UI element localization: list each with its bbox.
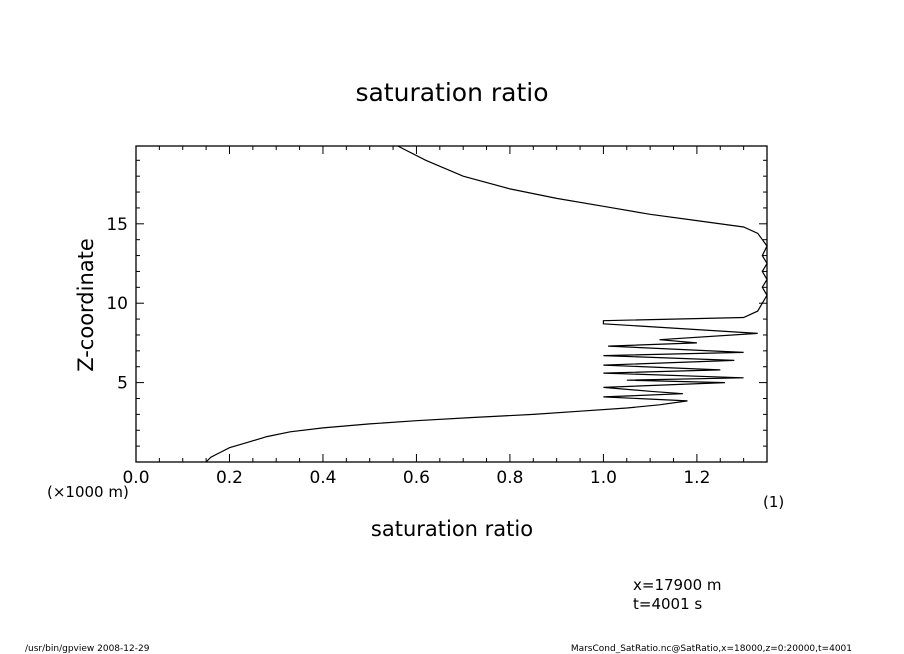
y-tick-label: 15 <box>106 215 128 235</box>
x-tick-label: 1.2 <box>683 468 710 488</box>
y-tick-label: 10 <box>106 294 128 314</box>
axis-tick-labels: 0.0 0.2 0.4 0.6 0.8 1.0 1.2 5 10 15 <box>106 215 710 488</box>
x-tick-label: 0.4 <box>309 468 336 488</box>
x-tick-label: 0.2 <box>216 468 243 488</box>
x-tick-label: 0.6 <box>403 468 430 488</box>
y-tick-label: 5 <box>117 374 128 394</box>
x-tick-label: 0.0 <box>122 468 149 488</box>
chart-title: saturation ratio <box>355 78 548 107</box>
program-label: /usr/bin/gpview 2008-12-29 <box>25 644 150 654</box>
axis-ticks <box>135 146 768 463</box>
coord-t-label: t=4001 s <box>633 595 702 613</box>
source-label: MarsCond_SatRatio.nc@SatRatio,x=18000,z=… <box>571 644 852 654</box>
x-tick-label: 0.8 <box>496 468 523 488</box>
x-unit-label: (1) <box>763 493 784 511</box>
x-tick-label: 1.0 <box>590 468 617 488</box>
plot-frame <box>135 145 768 463</box>
y-axis-label: Z-coordinate <box>74 238 98 372</box>
series-line <box>205 145 768 463</box>
y-unit-label: (×1000 m) <box>47 483 129 501</box>
x-axis-label: saturation ratio <box>371 517 533 541</box>
coord-x-label: x=17900 m <box>633 576 722 594</box>
